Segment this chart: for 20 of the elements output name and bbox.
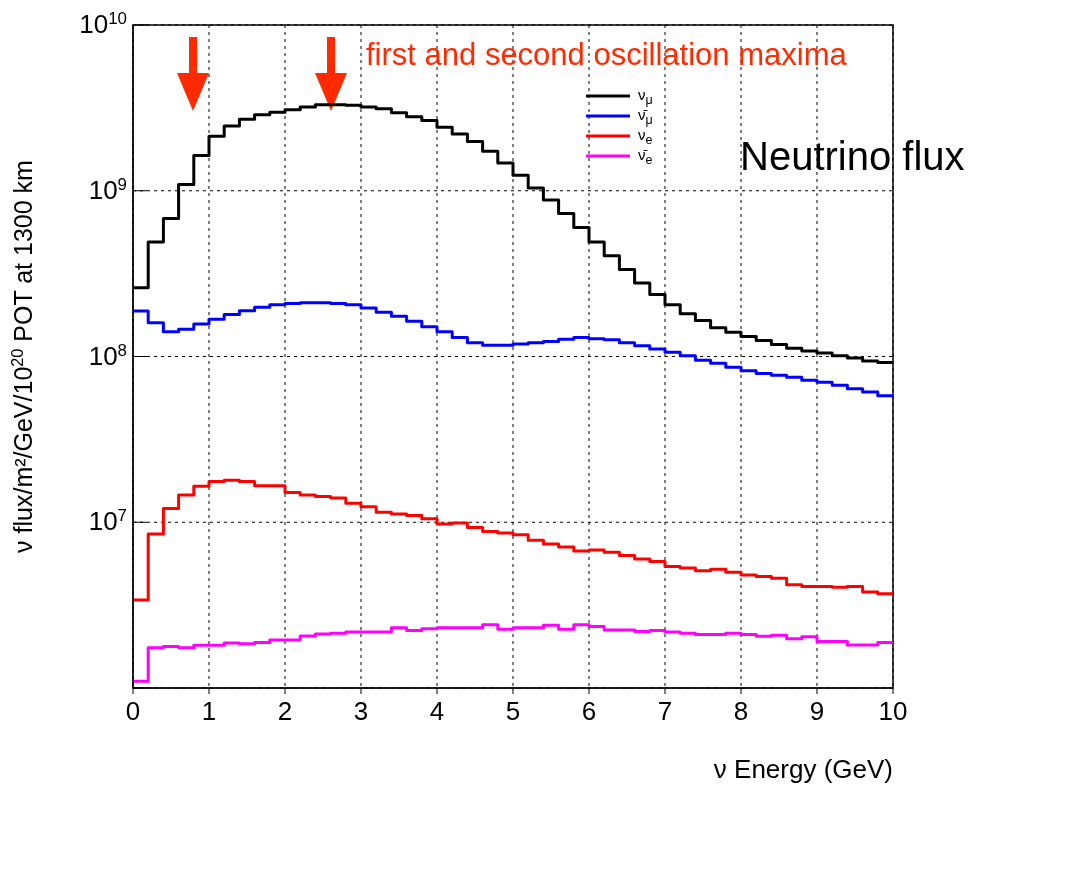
x-tick-label: 9 bbox=[809, 696, 825, 726]
y-tick-label: 10$^{8}$ bbox=[88, 340, 127, 371]
y-tick-label: 10$^{10}$ bbox=[79, 8, 127, 39]
y-tick-label: 10$^{7}$ bbox=[88, 505, 127, 537]
y-tick-label: 10$^{9}$ bbox=[88, 174, 127, 205]
x-tick-label: 10 bbox=[878, 696, 908, 726]
legend-label: ν$_{μ}$ bbox=[638, 85, 653, 107]
x-tick-label: 8 bbox=[733, 696, 749, 726]
x-tick-label: 0 bbox=[125, 696, 141, 726]
annotation: first and second oscillation maxima bbox=[366, 37, 848, 72]
x-tick-label: 1 bbox=[201, 696, 217, 726]
x-tick-label: 5 bbox=[505, 696, 521, 726]
x-tick-label: 7 bbox=[657, 696, 673, 726]
x-tick-label: 4 bbox=[429, 696, 445, 726]
x-axis-title: ν Energy (GeV) bbox=[713, 754, 893, 784]
x-tick-label: 3 bbox=[353, 696, 369, 726]
legend-label: ν̄$_{e}$ bbox=[638, 145, 653, 167]
annotation: Neutrino flux bbox=[740, 134, 965, 178]
x-tick-label: 2 bbox=[277, 696, 293, 726]
x-tick-label: 6 bbox=[581, 696, 597, 726]
